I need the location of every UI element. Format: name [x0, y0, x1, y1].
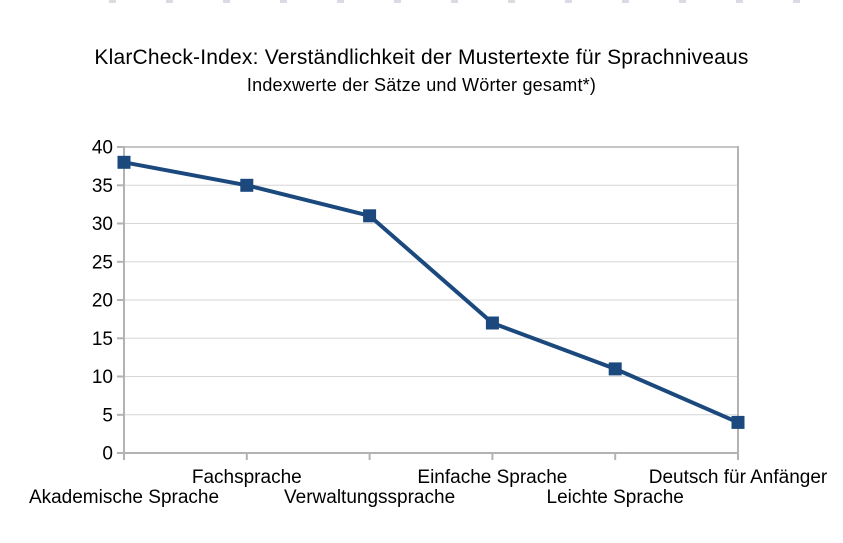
y-axis-label: 25 — [92, 252, 113, 273]
x-axis-label: Akademische Sprache — [29, 487, 219, 508]
y-axis-label: 5 — [102, 405, 113, 426]
data-point-marker — [363, 209, 377, 223]
cropped-text-artifact — [109, 0, 843, 3]
y-axis-label: 10 — [92, 367, 113, 388]
chart-subtitle: Indexwerte der Sätze und Wörter gesamt*) — [246, 75, 597, 95]
y-axis-label: 30 — [92, 214, 113, 235]
data-point-marker — [731, 415, 745, 429]
y-axis-label: 40 — [92, 138, 113, 159]
y-axis-label: 20 — [92, 291, 113, 312]
y-axis-label: 0 — [102, 444, 113, 465]
series-line — [123, 160, 739, 425]
x-axis-label: Deutsch für Anfänger — [649, 467, 828, 488]
data-point-marker — [485, 316, 499, 330]
data-point-marker — [240, 178, 254, 192]
x-axis-label: Verwaltungssprache — [284, 487, 455, 508]
chart-title: KlarCheck-Index: Verständlichkeit der Mu… — [94, 46, 749, 69]
x-axis-label: Fachsprache — [192, 467, 302, 488]
y-axis-label: 15 — [92, 329, 113, 350]
data-point-marker — [608, 362, 622, 376]
y-axis-label: 35 — [92, 176, 113, 197]
x-axis-label: Einfache Sprache — [417, 467, 567, 488]
x-axis-label: Leichte Sprache — [547, 487, 684, 508]
data-point-marker — [117, 155, 131, 169]
